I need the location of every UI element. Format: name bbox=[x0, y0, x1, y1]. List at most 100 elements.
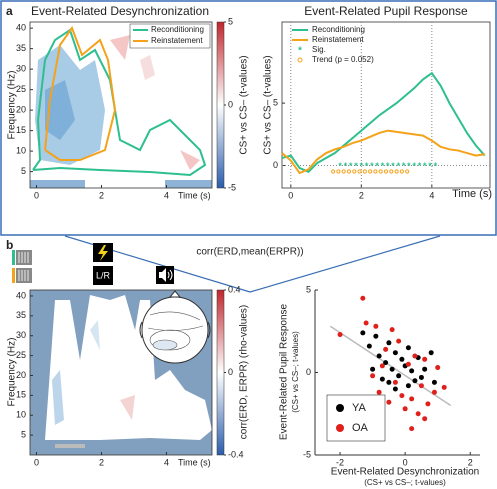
scatter-point bbox=[409, 396, 415, 402]
scatter-point bbox=[373, 333, 379, 339]
colorbar-tick-label: -5 bbox=[228, 182, 236, 192]
y-axis-label: Frequency (Hz) bbox=[7, 338, 18, 407]
legend-label: Trend (p = 0.052) bbox=[312, 55, 374, 64]
legend-label: Reconditioning bbox=[151, 25, 204, 34]
scatter-point bbox=[428, 350, 434, 356]
sig-marker: * bbox=[375, 161, 379, 171]
y-tick-label: 5 bbox=[21, 166, 26, 176]
y-tick-label: 0 bbox=[273, 160, 278, 170]
panel-label: b bbox=[6, 238, 13, 252]
y-tick-label: 30 bbox=[16, 64, 26, 74]
legend-label: Reinstatement bbox=[151, 36, 203, 45]
x-tick-label: 4 bbox=[164, 457, 169, 467]
scatter-point bbox=[383, 360, 389, 366]
y-axis-label: Event-Related Pupil Response bbox=[279, 303, 290, 440]
scatter-point bbox=[373, 323, 379, 329]
scatter-point bbox=[360, 330, 366, 336]
legend-label: Reconditioning bbox=[312, 25, 365, 34]
y-tick-label: 35 bbox=[16, 43, 26, 53]
scatter-point bbox=[409, 368, 415, 374]
series-line bbox=[281, 71, 486, 173]
scatter-point bbox=[376, 389, 382, 395]
scatter-point bbox=[418, 383, 424, 389]
sig-marker: * bbox=[349, 161, 353, 171]
x-tick-label: 4 bbox=[429, 190, 434, 200]
trend-marker bbox=[378, 169, 383, 174]
scatter-point bbox=[396, 338, 402, 344]
trend-marker bbox=[352, 169, 357, 174]
y-tick-label: 15 bbox=[16, 390, 26, 400]
scatter-point bbox=[389, 366, 395, 372]
scatter-point bbox=[386, 340, 392, 346]
x-tick-label: 0 bbox=[403, 457, 408, 467]
x-axis-label: Time (s) bbox=[178, 457, 211, 467]
scatter-point bbox=[422, 366, 428, 372]
x-tick-label: 2 bbox=[99, 457, 104, 467]
scatter-point bbox=[405, 361, 411, 367]
scatter-point bbox=[386, 399, 392, 405]
sig-marker: * bbox=[418, 161, 422, 171]
y-tick-label: -5 bbox=[303, 449, 311, 459]
scatter-point bbox=[399, 356, 405, 362]
x-tick-label: 0 bbox=[34, 190, 39, 200]
x-axis-label-2: (CS+ vs CS–; t-values) bbox=[364, 478, 446, 487]
scatter-point bbox=[431, 379, 437, 385]
sig-marker: * bbox=[428, 161, 432, 171]
scatter-point bbox=[412, 378, 418, 384]
colorbar-tick-label: 0.4 bbox=[228, 284, 241, 294]
sig-marker: * bbox=[381, 161, 385, 171]
scatter-point bbox=[409, 426, 415, 432]
connector-label: corr(ERD,mean(ERPR)) bbox=[196, 247, 303, 258]
x-tick-label: 2 bbox=[359, 190, 364, 200]
scatter-point bbox=[392, 379, 398, 385]
panel-label: a bbox=[6, 4, 13, 18]
y-tick-label: 40 bbox=[16, 290, 26, 300]
x-tick-label: -2 bbox=[336, 457, 344, 467]
sig-marker: * bbox=[386, 161, 390, 171]
plot-frame bbox=[281, 21, 491, 189]
scatter-point bbox=[422, 356, 428, 362]
trend-marker bbox=[331, 169, 336, 174]
scatter-point bbox=[360, 295, 366, 301]
erd-map bbox=[30, 22, 212, 188]
corr-map bbox=[30, 290, 212, 455]
trend-marker bbox=[336, 169, 341, 174]
sig-marker: * bbox=[370, 161, 374, 171]
sig-marker: * bbox=[412, 161, 416, 171]
legend-box bbox=[326, 394, 386, 442]
plot-frame bbox=[29, 289, 213, 456]
colorbar bbox=[216, 289, 225, 456]
x-axis-label: Event-Related Desynchronization bbox=[331, 467, 479, 478]
y-axis-label: CS+ vs CS– (t-values) bbox=[263, 55, 274, 154]
scatter-point bbox=[418, 374, 424, 380]
trend-marker bbox=[405, 169, 410, 174]
trend-marker bbox=[346, 169, 352, 174]
chart-title: Event-Related Desynchronization bbox=[31, 4, 209, 18]
stimulus-icons bbox=[12, 243, 174, 285]
y-tick-label: 10 bbox=[16, 145, 26, 155]
scatter-point bbox=[366, 343, 372, 349]
y-tick-label: 5 bbox=[21, 429, 26, 439]
sig-marker: * bbox=[407, 161, 411, 171]
legend-label: Sig. bbox=[312, 45, 326, 54]
scatter-point bbox=[383, 346, 389, 352]
sig-marker: * bbox=[423, 161, 427, 171]
scatter-point bbox=[370, 373, 376, 379]
sig-marker: * bbox=[434, 161, 438, 171]
plot-frame bbox=[29, 21, 213, 189]
sig-marker: * bbox=[344, 161, 348, 171]
y-tick-label: 35 bbox=[16, 310, 26, 320]
y-tick-label: 40 bbox=[16, 23, 26, 33]
y-tick-label: 10 bbox=[16, 410, 26, 420]
legend-box bbox=[129, 23, 211, 49]
x-tick-label: 4 bbox=[164, 190, 169, 200]
colorbar-label: corr(ERD, ERPR) (rho-values) bbox=[239, 305, 250, 439]
scatter-point bbox=[441, 384, 447, 390]
y-tick-label: 20 bbox=[16, 370, 26, 380]
x-axis-label: Time (s) bbox=[452, 188, 492, 200]
colorbar bbox=[216, 21, 225, 189]
legend-swatch: * bbox=[298, 46, 302, 57]
legend-swatch bbox=[297, 57, 303, 63]
scatter-point bbox=[363, 320, 369, 326]
scatter-point bbox=[435, 365, 441, 371]
